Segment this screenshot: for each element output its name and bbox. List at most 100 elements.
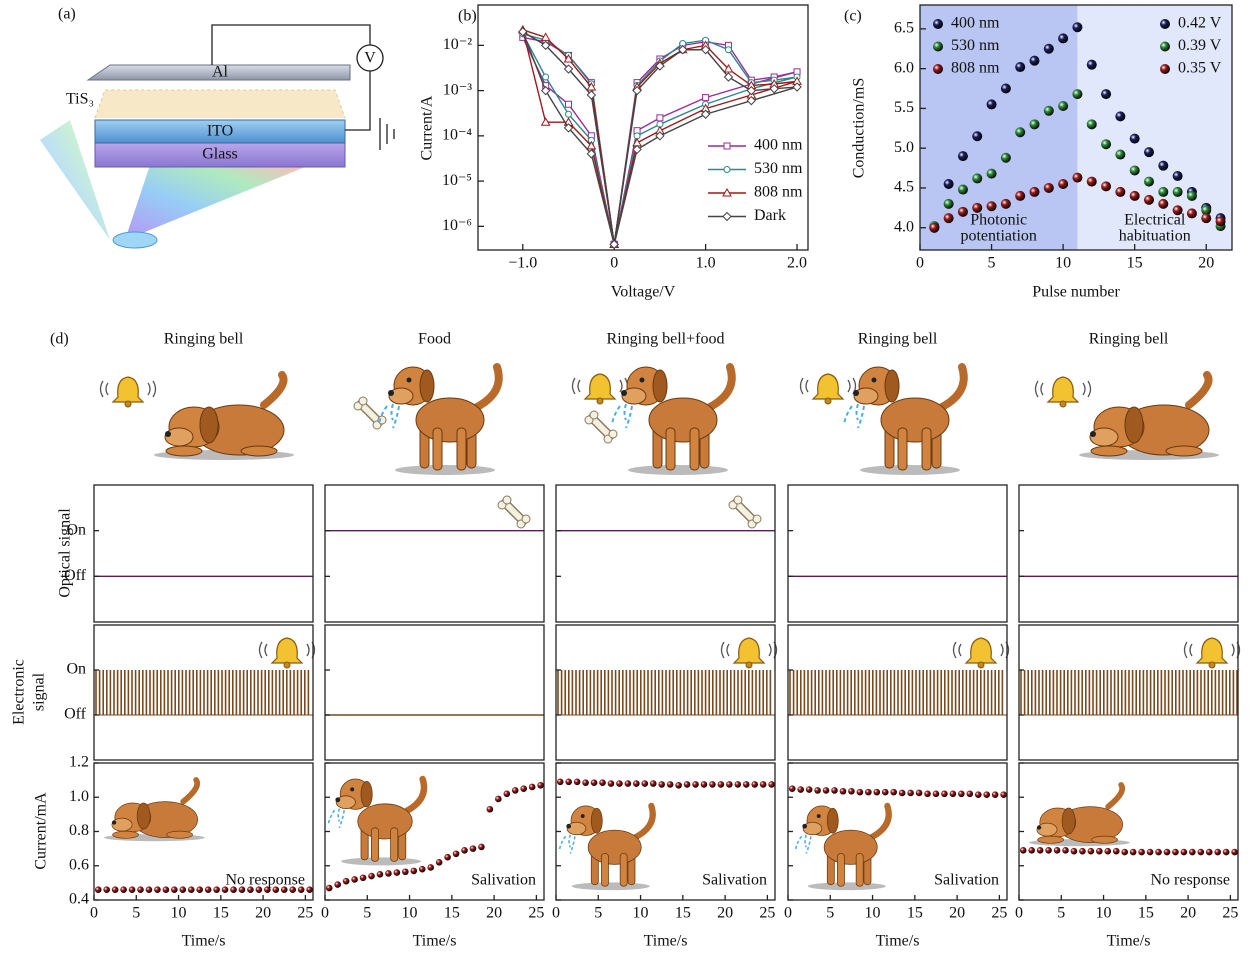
illustration	[1036, 377, 1091, 407]
marker	[565, 111, 571, 117]
current-point	[402, 868, 409, 875]
column-title: Ringing bell	[1089, 331, 1169, 348]
x-tick-label: 25	[297, 905, 313, 922]
legend-marker	[1160, 64, 1170, 74]
point	[1001, 84, 1011, 94]
current-point	[907, 790, 914, 797]
point	[1130, 191, 1140, 201]
x-tick-label: 25	[528, 905, 544, 922]
region-label: habituation	[1119, 228, 1191, 245]
current-point	[1096, 848, 1103, 855]
current-point	[582, 779, 589, 786]
x-tick-label: 5	[1057, 905, 1065, 922]
point	[1029, 119, 1039, 129]
illustration	[379, 367, 499, 475]
current-point	[1000, 791, 1007, 798]
illustration	[354, 397, 386, 429]
marker	[703, 95, 709, 101]
current-point	[633, 780, 640, 787]
x-tick-label: 25	[991, 905, 1007, 922]
illustration	[795, 806, 888, 890]
annotation: No response	[225, 872, 305, 889]
current-point	[950, 791, 957, 798]
x-tick-label: 0	[610, 255, 618, 272]
current-point	[444, 854, 451, 861]
illustration	[612, 367, 732, 475]
figure: (a) Al TiS₃ ITO Glass V (b)−1.001.02.010…	[0, 0, 1251, 956]
bone-icon	[498, 496, 530, 528]
x-tick-label: 15	[213, 905, 229, 922]
current-point	[1037, 847, 1044, 854]
current-point	[958, 791, 965, 798]
point	[1101, 89, 1111, 99]
x-tick-label: 20	[1180, 905, 1196, 922]
illustration	[559, 806, 652, 890]
current-point	[641, 780, 648, 787]
marker	[724, 167, 730, 173]
current-point	[1164, 849, 1171, 856]
point	[987, 99, 997, 109]
current-point	[112, 886, 119, 893]
current-point	[188, 886, 195, 893]
current-point	[154, 886, 161, 893]
current-point	[831, 787, 838, 794]
illustration	[1079, 375, 1219, 460]
current-point	[436, 859, 443, 866]
point	[1144, 195, 1154, 205]
annotation: Salivation	[471, 872, 536, 889]
current-point	[1231, 849, 1238, 856]
y-tick-label: 10⁻³	[443, 81, 472, 98]
current-point	[179, 886, 186, 893]
x-tick-label: 1.0	[696, 255, 716, 272]
current-point	[427, 864, 434, 871]
x-tick-label: 10	[1055, 255, 1071, 272]
current-point	[146, 886, 153, 893]
bell-icon	[260, 638, 315, 668]
current-point	[692, 781, 699, 788]
current-point	[1054, 847, 1061, 854]
y-tick-label: 10⁻²	[443, 36, 472, 53]
panel-label: (a)	[58, 6, 76, 23]
point	[1044, 183, 1054, 193]
x-tick-label: 5	[826, 905, 834, 922]
illustration	[1029, 785, 1130, 846]
point	[1158, 187, 1168, 197]
current-point	[529, 784, 536, 791]
tis3-layer	[95, 90, 345, 118]
point	[1187, 208, 1197, 218]
x-tick-label: 20	[717, 905, 733, 922]
current-point	[1147, 849, 1154, 856]
current-point	[1020, 847, 1027, 854]
current-point	[941, 791, 948, 798]
layer-label: Al	[212, 64, 229, 81]
point	[958, 207, 968, 217]
current-point	[848, 788, 855, 795]
y-tick-label: 10⁻⁶	[442, 217, 472, 234]
x-tick-label: 0	[552, 905, 560, 922]
current-point	[557, 779, 564, 786]
legend-label: 808 nm	[754, 184, 803, 201]
current-point	[760, 781, 767, 788]
current-point	[616, 780, 623, 787]
current-point	[966, 791, 973, 798]
current-point	[1079, 848, 1086, 855]
current-point	[1028, 847, 1035, 854]
x-axis-title: Time/s	[644, 933, 688, 950]
current-point	[537, 782, 544, 789]
x-tick-label: 20	[1198, 255, 1214, 272]
current-point	[882, 789, 889, 796]
y-tick-label: 6.5	[894, 20, 914, 37]
pulse-train	[790, 670, 1002, 715]
marker	[657, 115, 663, 121]
current-point	[726, 781, 733, 788]
y-tick-label: 6.0	[894, 59, 914, 76]
current-point	[924, 791, 931, 798]
point	[1015, 191, 1025, 201]
point	[1015, 62, 1025, 72]
current-point	[1189, 849, 1196, 856]
point	[1087, 119, 1097, 129]
y-tick-label: 0.4	[69, 891, 89, 908]
current-point	[1088, 848, 1095, 855]
column-title: Ringing bell	[164, 331, 244, 348]
pulse-train	[558, 670, 770, 715]
